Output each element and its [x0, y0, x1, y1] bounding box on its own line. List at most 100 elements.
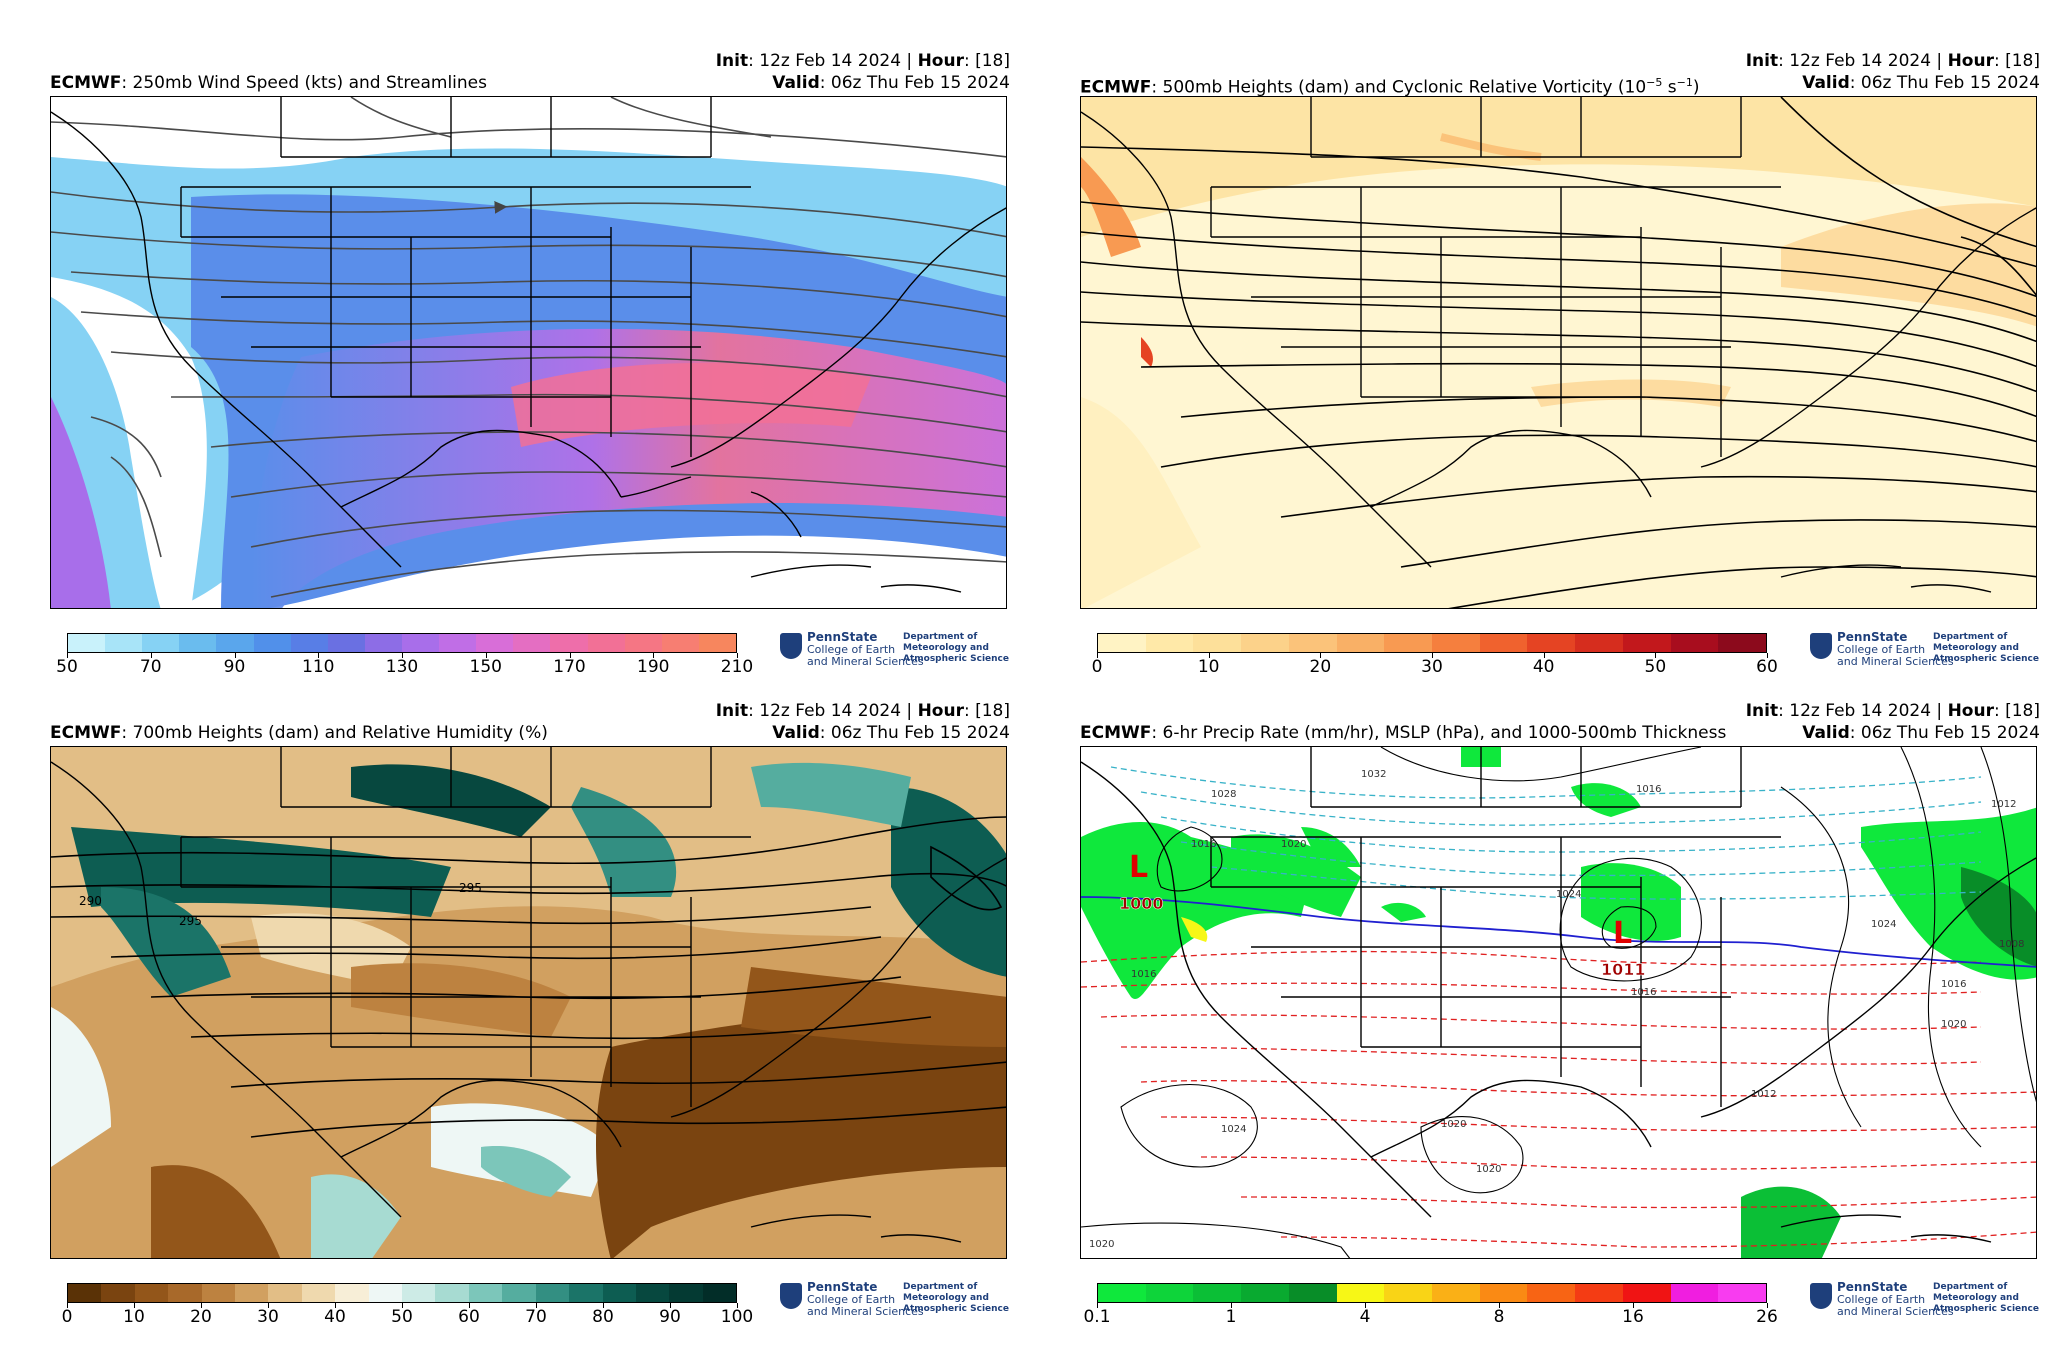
colorbar-segment	[698, 634, 736, 652]
colorbar-tick-mark	[1231, 1303, 1232, 1308]
colorbar-segment	[624, 634, 662, 652]
rh-colorbar	[67, 1283, 737, 1303]
colorbar-tick-mark	[402, 653, 403, 658]
colorbar-tick-label: 1	[1225, 1307, 1237, 1327]
height-label: 295	[459, 881, 482, 895]
isobar-label: 1016	[1631, 987, 1656, 998]
dept-line: Department of	[903, 632, 978, 642]
colorbar-segment	[1479, 1284, 1528, 1302]
isobar-label: 1016	[1636, 784, 1661, 795]
colorbar-segment	[301, 1284, 336, 1302]
college-line: College of Earth	[807, 1293, 896, 1306]
panel-title: ECMWF: 500mb Heights (dam) and Cyclonic …	[1080, 76, 1700, 98]
university-name: PennState	[1837, 1280, 1908, 1294]
colorbar-segment	[1622, 634, 1671, 652]
wind-colorbar-ticks: 50 70 90 110 130 150 170 190 210	[56, 653, 753, 685]
dept-line: Department of	[1933, 1282, 2008, 1292]
colorbar-segment	[602, 1284, 636, 1302]
colorbar-segment	[142, 634, 180, 652]
colorbar-segment	[435, 1284, 469, 1302]
colorbar-segment	[1622, 1284, 1671, 1302]
colorbar-segment	[368, 1284, 403, 1302]
isobar-label: 1028	[1211, 789, 1236, 800]
colorbar-segment	[1241, 634, 1289, 652]
colorbar-tick-mark	[234, 653, 236, 658]
colorbar-segment	[364, 634, 402, 652]
isobar-label: 1016	[1191, 839, 1216, 850]
colorbar-tick-mark	[653, 653, 655, 658]
isobar-label: 1020	[1941, 1019, 1966, 1030]
dept-line: Atmospheric Science	[1933, 1304, 2039, 1314]
colorbar-tick-label: 40	[324, 1307, 346, 1327]
nittany-lion-shield-icon	[780, 1283, 802, 1309]
colorbar-segment	[1479, 634, 1528, 652]
pennstate-logo: PennState College of Earth and Mineral Sci…	[780, 631, 1010, 671]
dept-line: Atmospheric Science	[1933, 654, 2039, 664]
rh-colorbar-ticks: 0 10 20 30 40 50 60 70 80 90 100	[62, 1303, 753, 1335]
low-pressure-symbol: L	[1129, 850, 1148, 885]
colorbar-segment	[268, 1284, 302, 1302]
colorbar-segment	[702, 1284, 737, 1302]
colorbar-tick-label: 90	[223, 657, 246, 677]
vorticity-colorbar	[1097, 633, 1767, 653]
colorbar-tick-label: 10	[1197, 657, 1220, 677]
colorbar-segment	[68, 634, 106, 652]
colorbar-tick-mark	[1767, 653, 1768, 658]
nittany-lion-shield-icon	[1810, 633, 1832, 659]
dept-line: Meteorology and	[903, 643, 989, 653]
colorbar-segment	[1098, 1284, 1146, 1302]
isobar-label: 1024	[1556, 889, 1581, 900]
college-line: and Mineral Sciences	[1837, 655, 1954, 668]
university-name: PennState	[1837, 630, 1908, 644]
isobar-label: 1020	[1476, 1164, 1501, 1175]
valid-time: Valid: 06z Thu Feb 15 2024	[1802, 723, 2040, 743]
rh-map: 290 295 295	[50, 746, 1007, 1259]
colorbar-tick-label: 30	[1421, 657, 1443, 677]
colorbar-tick-mark	[569, 653, 571, 658]
colorbar-tick-label: 190	[637, 657, 670, 677]
colorbar-tick-mark	[1432, 653, 1433, 658]
panel-250mb-wind: Init: 12z Feb 14 2024 | Hour: [18] ECMWF…	[50, 50, 1010, 690]
wind-colorbar	[67, 633, 737, 653]
colorbar-segment	[235, 1284, 269, 1302]
college-line: College of Earth	[807, 643, 896, 656]
colorbar-tick-mark	[1097, 1303, 1098, 1308]
height-label: 295	[179, 914, 202, 928]
pennstate-logo: PennState College of Earth and Mineral Sci…	[1810, 1281, 2040, 1321]
precip-colorbar-ticks: 0.1 1 4 8 16 26	[1083, 1303, 1778, 1335]
panel-500mb-vorticity: Init: 12z Feb 14 2024 | Hour: [18] ECMWF…	[1080, 50, 2040, 690]
colorbar-segment	[402, 1284, 436, 1302]
dept-line: Meteorology and	[903, 1293, 989, 1303]
valid-time: Valid: 06z Thu Feb 15 2024	[772, 73, 1010, 93]
colorbar-segment	[569, 1284, 603, 1302]
colorbar-tick-mark	[1365, 1303, 1366, 1308]
precip-colorbar	[1097, 1283, 1767, 1303]
colorbar-tick-label: 50	[56, 657, 78, 677]
vorticity-map	[1080, 96, 2037, 609]
panel-title: ECMWF: 6-hr Precip Rate (mm/hr), MSLP (h…	[1080, 723, 1727, 743]
college-line: and Mineral Sciences	[1837, 1305, 1954, 1318]
colorbar-tick-mark	[134, 1303, 135, 1308]
colorbar-segment	[290, 634, 328, 652]
colorbar-tick-label: 90	[659, 1307, 681, 1327]
isobar-label: 1032	[1361, 769, 1386, 780]
wind-map	[50, 96, 1007, 609]
colorbar-tick-mark	[603, 1303, 604, 1308]
colorbar-segment	[1670, 1284, 1719, 1302]
colorbar-segment	[253, 634, 291, 652]
colorbar-tick-label: 110	[302, 657, 335, 677]
colorbar-segment	[502, 1284, 536, 1302]
colorbar-segment	[439, 634, 477, 652]
colorbar-tick-mark	[1633, 1303, 1634, 1308]
colorbar-tick-mark	[1208, 653, 1210, 658]
colorbar-segment	[134, 1284, 169, 1302]
colorbar-segment	[401, 634, 440, 652]
colorbar-segment	[669, 1284, 703, 1302]
colorbar-tick-mark	[318, 653, 320, 658]
vorticity-colorbar-ticks: 0 10 20 30 40 50 60	[1092, 653, 1778, 685]
low-pressure-symbol: L	[1613, 916, 1632, 951]
colorbar-tick-mark	[402, 1303, 403, 1308]
colorbar-tick-mark	[1320, 653, 1322, 658]
colorbar-tick-mark	[485, 653, 487, 658]
colorbar-segment	[587, 634, 625, 652]
